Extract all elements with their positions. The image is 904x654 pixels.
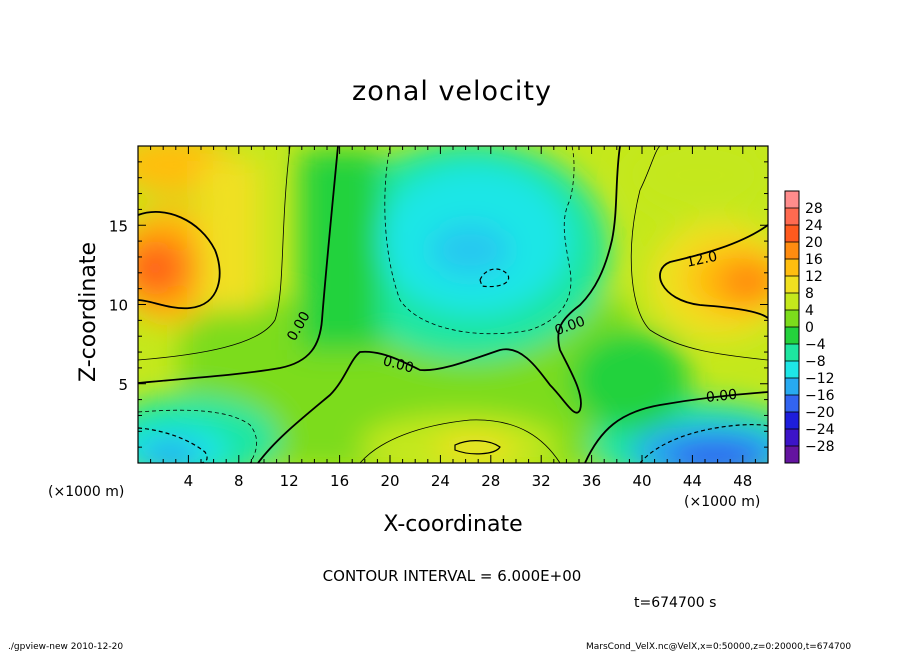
colorbar-swatch: [785, 378, 799, 396]
colorbar-label: 12: [805, 269, 823, 285]
x-tick-label: 44: [683, 472, 702, 490]
contour-label: 0.00: [381, 353, 415, 377]
x-tick-label: 40: [632, 472, 651, 490]
colorbar-swatch: [785, 191, 799, 209]
contour-12-right: [659, 224, 768, 319]
colorbar-label: −8: [805, 354, 826, 370]
x-tick-label: 12: [280, 472, 299, 490]
colorbar-swatch: [785, 429, 799, 447]
time-label: t=674700 s: [634, 595, 717, 611]
colorbar-label: 20: [805, 235, 823, 251]
contour-zero-left: [138, 146, 339, 384]
contour-6-bottom: [359, 419, 561, 463]
contour-neg-bottomleft-outer: [138, 409, 257, 463]
chart-title: zonal velocity: [352, 76, 552, 107]
contour-neg-bottomleft: [138, 427, 208, 463]
colorbar-label: 28: [805, 201, 823, 217]
x-tick-label: 36: [582, 472, 601, 490]
colorbar-swatch: [785, 225, 799, 243]
colorbar-swatch: [785, 259, 799, 277]
colorbar-label: −24: [805, 422, 835, 438]
x-unit-left: (×1000 m): [48, 484, 125, 500]
colorbar-label: −4: [805, 337, 826, 353]
x-unit-right: (×1000 m): [684, 494, 761, 510]
contour-neg-bottomright: [639, 423, 768, 463]
field-blobs: [138, 146, 768, 463]
colorbar-swatch: [785, 208, 799, 226]
colorbar-swatch: [785, 361, 799, 379]
colorbar-swatch: [785, 446, 799, 464]
footer-left: ./gpview-new 2010-12-20: [8, 642, 124, 652]
x-tick-label: 24: [431, 472, 450, 490]
y-ticks: 5 10 15: [109, 161, 768, 448]
x-tick-label: 8: [234, 472, 244, 490]
colorbar-swatch: [785, 242, 799, 260]
y-tick-label: 15: [109, 217, 128, 235]
colorbar-swatch: [785, 293, 799, 311]
colorbar-label: −20: [805, 405, 835, 421]
contour-6-left: [138, 146, 291, 361]
y-tick-label: 10: [109, 297, 128, 315]
colorbar-label: 16: [805, 252, 823, 268]
colorbar-label: 24: [805, 218, 823, 234]
x-tick-label: 20: [380, 472, 399, 490]
footer-right: MarsCond_VelX.nc@VelX,x=0:50000,z=0:2000…: [586, 642, 852, 652]
x-tick-label: 32: [532, 472, 551, 490]
contour-zero-middle: [257, 146, 621, 463]
y-tick-label: 5: [118, 376, 128, 394]
contour-zero-left-top: [138, 211, 221, 310]
contour-label: 12.0: [685, 249, 719, 271]
contour-6-right: [630, 146, 768, 361]
colorbar-swatch: [785, 276, 799, 294]
contour-6-bottomblob: [454, 440, 501, 455]
x-tick-label: 28: [481, 472, 500, 490]
plot-area: 0.00 0.00 0.00 12.0 0.00: [138, 146, 768, 463]
colorbar-swatch: [785, 344, 799, 362]
colorbar-label: −28: [805, 439, 835, 455]
colorbar-swatch: [785, 310, 799, 328]
x-axis-label: X-coordinate: [383, 512, 523, 537]
x-ticks: 4 8 12 16 20 24 28 32 36 40 44 48: [150, 146, 756, 490]
contour-zero-right: [584, 391, 768, 463]
colorbar-label: 4: [805, 303, 814, 319]
contour-label-group: 0.00 0.00 0.00 12.0 0.00: [284, 249, 738, 406]
colorbar-swatch: [785, 327, 799, 345]
contour-lines: [138, 146, 768, 463]
colorbar-label: 0: [805, 320, 814, 336]
colorbar-swatch: [785, 412, 799, 430]
x-tick-label: 16: [330, 472, 349, 490]
colorbar-label: −16: [805, 388, 835, 404]
x-tick-label: 4: [184, 472, 194, 490]
colorbar-label: 8: [805, 286, 814, 302]
colorbar-label: −12: [805, 371, 835, 387]
x-tick-label: 48: [733, 472, 752, 490]
contour-label: 0.00: [705, 387, 738, 406]
colorbar-swatch: [785, 395, 799, 413]
contour-interval: CONTOUR INTERVAL = 6.000E+00: [322, 567, 582, 585]
